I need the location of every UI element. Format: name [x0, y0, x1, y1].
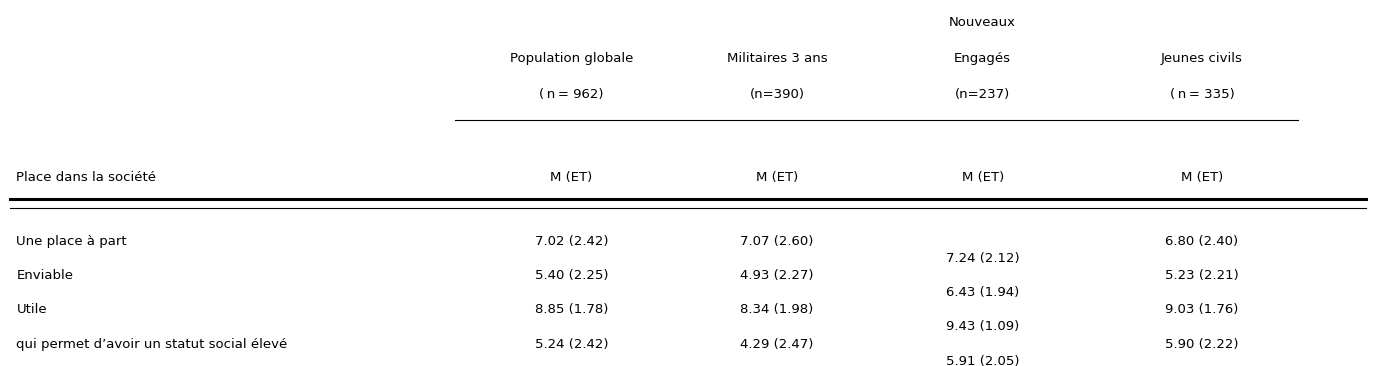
Text: 8.85 (1.78): 8.85 (1.78) [535, 303, 608, 316]
Text: 5.90 (2.22): 5.90 (2.22) [1165, 337, 1238, 351]
Text: Engagés: Engagés [954, 52, 1011, 65]
Text: 5.40 (2.25): 5.40 (2.25) [535, 269, 608, 282]
Text: 5.24 (2.42): 5.24 (2.42) [535, 337, 608, 351]
Text: Jeunes civils: Jeunes civils [1161, 52, 1243, 65]
Text: Une place à part: Une place à part [17, 235, 127, 248]
Text: M (ET): M (ET) [962, 171, 1003, 184]
Text: Place dans la société: Place dans la société [17, 171, 157, 184]
Text: 5.23 (2.21): 5.23 (2.21) [1165, 269, 1238, 282]
Text: 4.93 (2.27): 4.93 (2.27) [740, 269, 813, 282]
Text: ( n = 962): ( n = 962) [539, 88, 604, 101]
Text: (n=390): (n=390) [750, 88, 805, 101]
Text: M (ET): M (ET) [755, 171, 798, 184]
Text: ( n = 335): ( n = 335) [1170, 88, 1234, 101]
Text: M (ET): M (ET) [550, 171, 593, 184]
Text: Utile: Utile [17, 303, 47, 316]
Text: 7.24 (2.12): 7.24 (2.12) [945, 252, 1020, 265]
Text: Population globale: Population globale [510, 52, 633, 65]
Text: 7.02 (2.42): 7.02 (2.42) [535, 235, 608, 248]
Text: 8.34 (1.98): 8.34 (1.98) [740, 303, 813, 316]
Text: Enviable: Enviable [17, 269, 73, 282]
Text: (n=237): (n=237) [955, 88, 1010, 101]
Text: 5.91 (2.05): 5.91 (2.05) [945, 355, 1020, 366]
Text: qui permet d’avoir un statut social élevé: qui permet d’avoir un statut social élev… [17, 337, 288, 351]
Text: Nouveaux: Nouveaux [949, 16, 1015, 29]
Text: 7.07 (2.60): 7.07 (2.60) [740, 235, 813, 248]
Text: 9.03 (1.76): 9.03 (1.76) [1165, 303, 1238, 316]
Text: M (ET): M (ET) [1181, 171, 1223, 184]
Text: 4.29 (2.47): 4.29 (2.47) [740, 337, 813, 351]
Text: 9.43 (1.09): 9.43 (1.09) [947, 320, 1020, 333]
Text: 6.80 (2.40): 6.80 (2.40) [1165, 235, 1238, 248]
Text: Militaires 3 ans: Militaires 3 ans [727, 52, 827, 65]
Text: 6.43 (1.94): 6.43 (1.94) [947, 286, 1020, 299]
